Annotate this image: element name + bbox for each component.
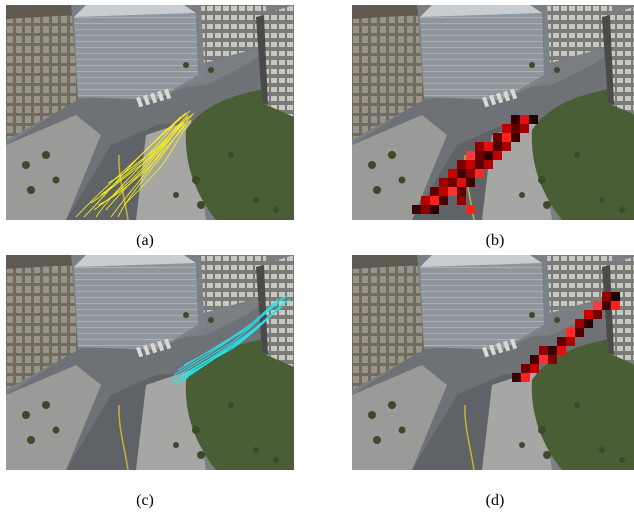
panel-d-caption: (d) bbox=[485, 492, 505, 509]
trajectory-overlay bbox=[75, 110, 195, 218]
panel-a-caption: (a) bbox=[136, 232, 154, 249]
panel-b-heatmap-image bbox=[352, 5, 634, 220]
panel-a-trajectory-image bbox=[6, 5, 294, 220]
heatmap-overlay bbox=[412, 115, 538, 214]
panel-c-trajectory-image bbox=[6, 255, 294, 470]
heatmap-overlay bbox=[512, 292, 620, 382]
trajectory-overlay bbox=[170, 294, 291, 386]
panel-d-heatmap-image bbox=[352, 255, 634, 470]
panel-c-caption: (c) bbox=[136, 492, 154, 509]
panel-b-caption: (b) bbox=[485, 232, 505, 249]
